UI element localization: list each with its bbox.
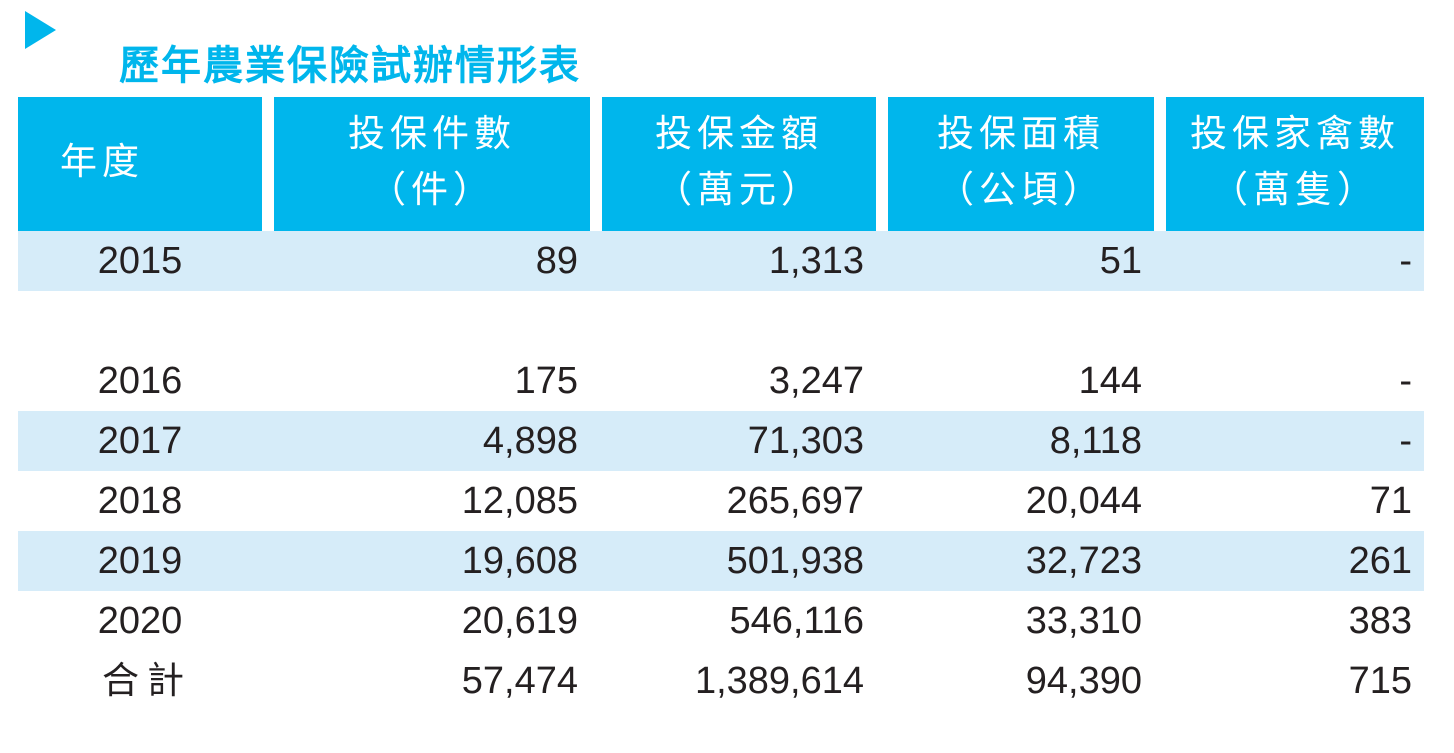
table-row: 2019 19,608 501,938 32,723 261: [18, 531, 1424, 591]
poultry-cell: 261: [1348, 540, 1412, 582]
header-label-poultry: 投保家禽數: [1190, 113, 1400, 155]
amount-cell: 501,938: [726, 540, 864, 582]
area-cell: 51: [1099, 240, 1142, 282]
year-cell: 2018: [97, 480, 183, 522]
poultry-cell: -: [1399, 420, 1412, 462]
amount-cell: 3,247: [768, 360, 864, 402]
table-row: 2020 20,619 546,116 33,310 383: [18, 591, 1424, 651]
header-label-year: 年度: [60, 141, 144, 183]
cases-cell: 57,474: [461, 660, 578, 702]
year-cell: 2020: [97, 600, 183, 642]
year-cell: 2016: [97, 360, 183, 402]
table-body: 2015 89 1,313 51 - 2016 175 3,247 144 - 2017 4,898 7…: [18, 231, 1424, 711]
header-cell-area: 投保面積 （公頃）: [888, 97, 1154, 231]
header-unit-poultry: （萬隻）: [1211, 169, 1379, 211]
area-cell: 32,723: [1025, 540, 1142, 582]
column-gap: [262, 97, 274, 231]
column-gap: [590, 97, 602, 231]
cases-cell: 12,085: [461, 480, 578, 522]
header-label-area: 投保面積: [937, 113, 1105, 155]
year-cell: 2019: [97, 540, 183, 582]
header-label-cases: 投保件數: [348, 113, 516, 155]
header-cell-cases: 投保件數 （件）: [274, 97, 590, 231]
poultry-cell: -: [1399, 360, 1412, 402]
cases-cell: 19,608: [461, 540, 578, 582]
amount-cell: 265,697: [726, 480, 864, 522]
amount-cell: 1,389,614: [694, 660, 864, 702]
column-gap: [876, 97, 888, 231]
cases-cell: 89: [535, 240, 578, 282]
header-unit-cases: （件）: [369, 169, 495, 211]
area-cell: 144: [1078, 360, 1142, 402]
poultry-cell: 715: [1348, 660, 1412, 702]
header-cell-amount: 投保金額 （萬元）: [602, 97, 876, 231]
cases-cell: 175: [514, 360, 578, 402]
table-row: 2016 175 3,247 144 -: [18, 351, 1424, 411]
poultry-cell: -: [1399, 240, 1412, 282]
table-row: 2017 4,898 71,303 8,118 -: [18, 411, 1424, 471]
column-gap: [1154, 97, 1166, 231]
table-row: 2018 12,085 265,697 20,044 71: [18, 471, 1424, 531]
empty-row: [18, 291, 1424, 351]
play-triangle-icon: [25, 11, 56, 49]
cases-cell: 4,898: [482, 420, 578, 462]
header-unit-amount: （萬元）: [655, 169, 823, 211]
area-cell: 20,044: [1025, 480, 1142, 522]
header-cell-year: 年度: [18, 97, 262, 231]
header-label-amount: 投保金額: [655, 113, 823, 155]
header-cell-poultry: 投保家禽數 （萬隻）: [1166, 97, 1424, 231]
year-cell: 2017: [97, 420, 183, 462]
insurance-table: 年度 投保件數 （件） 投保金額 （萬元） 投保面積 （公頃） 投保家禽數 （萬…: [18, 97, 1424, 711]
header-row: 年度 投保件數 （件） 投保金額 （萬元） 投保面積 （公頃） 投保家禽數 （萬…: [18, 97, 1424, 231]
poultry-cell: 71: [1369, 480, 1412, 522]
amount-cell: 71,303: [747, 420, 864, 462]
amount-cell: 1,313: [768, 240, 864, 282]
area-cell: 33,310: [1025, 600, 1142, 642]
cases-cell: 20,619: [461, 600, 578, 642]
year-cell: 2015: [97, 240, 183, 282]
amount-cell: 546,116: [729, 600, 864, 642]
total-row: 合計 57,474 1,389,614 94,390 715: [18, 651, 1424, 711]
header-unit-area: （公頃）: [937, 169, 1105, 211]
page-title: 歷年農業保險試辦情形表: [119, 44, 581, 88]
table-row: 2015 89 1,313 51 -: [18, 231, 1424, 291]
area-cell: 94,390: [1025, 660, 1142, 702]
area-cell: 8,118: [1049, 420, 1142, 462]
poultry-cell: 383: [1348, 600, 1412, 642]
year-cell: 合計: [102, 660, 192, 702]
